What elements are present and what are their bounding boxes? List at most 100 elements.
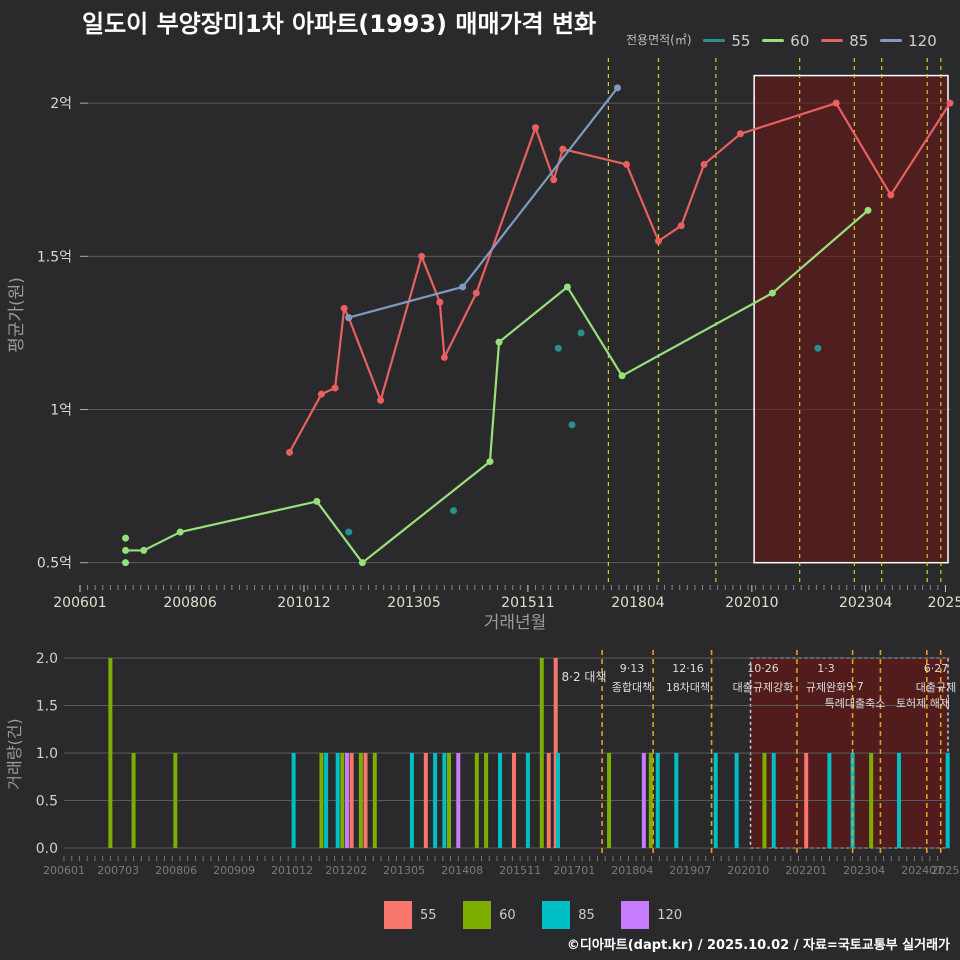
data-point-60 — [864, 206, 872, 214]
y-tick-label: 0.5억 — [37, 556, 72, 572]
y-axis-title: 거래량(건) — [5, 718, 24, 789]
bottom-legend-swatch-55 — [384, 901, 412, 929]
policy-annotation-label: 18차대책 — [666, 681, 710, 694]
data-point-60 — [122, 546, 130, 554]
data-point-85 — [550, 176, 558, 184]
y-tick-label: 2.0 — [36, 651, 58, 667]
legend-label-120: 120 — [908, 31, 937, 50]
x-tick-label: 202407 — [901, 864, 943, 877]
data-point-85 — [472, 289, 480, 297]
x-tick-label: 201804 — [611, 595, 665, 611]
data-point-120 — [459, 283, 467, 291]
volume-bar-85 — [945, 753, 950, 848]
data-point-120 — [613, 84, 621, 92]
volume-bar-60 — [358, 753, 363, 848]
data-point-85 — [317, 390, 325, 398]
volume-bar-60 — [447, 753, 452, 848]
data-point-85 — [736, 130, 744, 138]
data-point-60 — [140, 546, 148, 554]
legend-swatch-60 — [762, 39, 785, 42]
data-point-85 — [418, 252, 426, 260]
y-tick-label: 1.0 — [36, 746, 58, 762]
volume-bar-60 — [131, 753, 136, 848]
y-axis-title: 평균가(원) — [7, 277, 27, 353]
data-point-85 — [887, 191, 895, 199]
legend-swatch-85 — [821, 39, 844, 42]
volume-bar-60 — [108, 658, 113, 848]
policy-annotation-date: 12·16 — [672, 662, 704, 675]
volume-bar-60 — [340, 753, 345, 848]
policy-annotation-label: 종합대책 — [612, 681, 652, 694]
policy-annotation-label: 대출규제 — [916, 681, 956, 694]
volume-bar-55 — [363, 753, 368, 848]
data-point-85 — [286, 448, 294, 456]
data-point-55 — [577, 329, 585, 337]
policy-annotation-label: 규제완화 — [806, 681, 846, 694]
data-point-60 — [313, 497, 321, 505]
volume-bar-60 — [539, 658, 544, 848]
volume-bar-85 — [850, 753, 855, 848]
x-tick-label: 201012 — [271, 864, 313, 877]
bottom-legend-label-55: 55 — [420, 907, 437, 923]
series-line-120 — [348, 87, 619, 319]
y-tick-label: 1.5억 — [37, 249, 72, 265]
legend-swatch-55 — [703, 39, 726, 42]
policy-annotation-date: 9·13 — [620, 662, 645, 675]
x-tick-label: 200806 — [163, 595, 217, 611]
volume-bar-60 — [484, 753, 489, 848]
policy-annotation-date: 10·26 — [747, 662, 779, 675]
data-point-60 — [358, 559, 366, 567]
x-tick-label: 200601 — [53, 595, 106, 611]
volume-bar-60 — [762, 753, 767, 848]
x-tick-label: 201511 — [499, 864, 541, 877]
data-point-85 — [377, 396, 385, 404]
x-tick-label: 202304 — [843, 864, 885, 877]
volume-bar-60 — [319, 753, 324, 848]
x-tick-label: 200806 — [155, 864, 197, 877]
data-point-85 — [440, 353, 448, 361]
x-tick-label: 201804 — [611, 864, 653, 877]
data-point-55 — [814, 344, 822, 352]
volume-bar-85 — [655, 753, 660, 848]
data-point-85 — [340, 304, 348, 312]
volume-bar-85 — [335, 753, 340, 848]
legend-title: 전용면적(㎡) — [626, 33, 692, 47]
volume-bar-85 — [498, 753, 503, 848]
chart-title: 일도이 부양장미1차 아파트(1993) 매매가격 변화 — [82, 10, 597, 38]
bottom-legend: 55 60 85 120 — [384, 901, 695, 929]
legend-item-55[interactable]: 55 — [699, 32, 750, 50]
data-point-55 — [345, 528, 353, 536]
x-tick-label: 202304 — [839, 595, 893, 611]
data-point-85 — [531, 124, 539, 132]
legend-item-85[interactable]: 85 — [817, 32, 868, 50]
legend-label-85: 85 — [849, 31, 869, 50]
bottom-legend-swatch-120 — [621, 901, 650, 929]
legend-swatch-120 — [880, 39, 903, 42]
legend-item-60[interactable]: 60 — [758, 32, 809, 50]
top-legend: 전용면적(㎡) 55 60 85 120 — [626, 31, 937, 50]
policy-annotation-label: 대출규제강화 — [733, 681, 794, 694]
data-point-85 — [559, 145, 567, 153]
volume-bar-55 — [423, 753, 428, 848]
x-axis-title: 거래년월 — [484, 613, 547, 633]
x-tick-label: 201701 — [553, 864, 595, 877]
volume-bar-85 — [713, 753, 718, 848]
volume-bar-120 — [456, 753, 461, 848]
legend-item-120[interactable]: 120 — [876, 32, 937, 50]
data-point-55 — [554, 344, 562, 352]
x-tick-label: 201907 — [669, 864, 711, 877]
policy-highlight-box — [753, 74, 949, 564]
volume-bar-85 — [734, 753, 739, 848]
x-tick-label: 201305 — [383, 864, 425, 877]
volume-bar-55 — [553, 658, 558, 848]
data-point-85 — [623, 160, 631, 168]
volume-bar-120 — [641, 753, 646, 848]
volume-bar-60 — [648, 753, 653, 848]
policy-annotation-date: 6·27 — [924, 662, 949, 675]
legend-label-60: 60 — [790, 31, 810, 50]
x-tick-label: 201202 — [325, 864, 367, 877]
volume-bar-60 — [607, 753, 612, 848]
data-point-60 — [618, 372, 626, 380]
data-point-60 — [122, 559, 130, 567]
data-point-85 — [436, 298, 444, 306]
